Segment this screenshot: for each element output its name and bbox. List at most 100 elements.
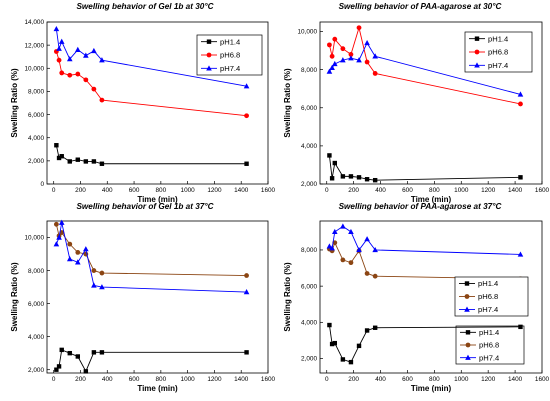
x-tick-label: 1600 bbox=[535, 376, 550, 383]
data-point bbox=[67, 159, 72, 164]
data-point bbox=[53, 241, 60, 247]
data-point bbox=[332, 228, 338, 235]
y-tick-label: 12,000 bbox=[24, 42, 44, 49]
legend-marker bbox=[465, 342, 471, 348]
x-tick-label: 200 bbox=[75, 187, 86, 194]
data-point bbox=[75, 249, 81, 255]
data-point bbox=[91, 159, 97, 164]
y-tick-label: 14,000 bbox=[24, 19, 44, 26]
data-point bbox=[58, 219, 65, 225]
data-point bbox=[364, 328, 370, 333]
x-tick-label: 600 bbox=[402, 187, 413, 194]
y-tick-label: 6,000 bbox=[28, 301, 44, 308]
x-tick-label: 1200 bbox=[481, 187, 496, 194]
x-axis-title: Time (min) bbox=[411, 384, 452, 393]
data-point bbox=[364, 59, 370, 65]
data-point bbox=[348, 52, 354, 57]
data-point bbox=[56, 364, 62, 369]
y-tick-label: 10,000 bbox=[24, 65, 44, 72]
data-point bbox=[372, 246, 378, 253]
x-tick-label: 1200 bbox=[207, 187, 222, 194]
data-point bbox=[329, 53, 335, 59]
legend-label: pH7.4 bbox=[478, 305, 498, 314]
x-tick-label: 1200 bbox=[481, 376, 496, 383]
x-tick-label: 400 bbox=[375, 187, 386, 194]
chart-legend: pH1.4 pH6.8 pH7.4 bbox=[455, 325, 525, 365]
data-point bbox=[356, 25, 362, 31]
y-tick-label: 4,000 bbox=[28, 135, 44, 142]
legend-marker bbox=[464, 294, 470, 299]
data-point bbox=[332, 160, 337, 166]
y-tick-label: 10,000 bbox=[24, 235, 44, 242]
data-point bbox=[348, 359, 354, 365]
series-ph1-4 bbox=[54, 143, 249, 166]
data-point bbox=[67, 241, 73, 247]
x-tick-label: 200 bbox=[75, 376, 86, 383]
x-tick-label: 600 bbox=[129, 376, 140, 383]
x-tick-label: 1600 bbox=[535, 187, 550, 194]
data-point bbox=[83, 159, 89, 164]
data-point bbox=[329, 341, 335, 347]
legend-label: pH1.4 bbox=[488, 34, 508, 43]
x-tick-label: 800 bbox=[156, 376, 167, 383]
y-tick-label: 2,000 bbox=[301, 356, 317, 363]
data-point bbox=[99, 350, 105, 355]
legend-label: pH6.8 bbox=[479, 341, 499, 350]
series-ph6-8 bbox=[327, 25, 523, 107]
data-point bbox=[53, 221, 59, 227]
x-axis-title: Time (min) bbox=[411, 195, 452, 204]
data-point bbox=[59, 347, 64, 353]
data-point bbox=[75, 46, 81, 52]
data-point bbox=[326, 68, 333, 74]
y-tick-label: 8,000 bbox=[28, 89, 44, 96]
data-point bbox=[329, 64, 335, 70]
data-point bbox=[518, 324, 523, 330]
x-tick-label: 600 bbox=[402, 376, 413, 383]
data-point bbox=[91, 47, 97, 54]
x-tick-label: 0 bbox=[52, 187, 56, 194]
data-point bbox=[91, 86, 97, 92]
data-point bbox=[332, 36, 338, 42]
series-ph1-4 bbox=[327, 322, 523, 365]
series-ph6-8 bbox=[327, 240, 523, 282]
data-point bbox=[75, 259, 81, 265]
data-point bbox=[99, 270, 105, 276]
data-point bbox=[244, 273, 249, 278]
data-point bbox=[99, 57, 105, 63]
chart-title: Swelling behavior of Gel 1b at 37°C bbox=[76, 202, 214, 211]
legend-marker bbox=[474, 49, 480, 55]
data-point bbox=[327, 42, 332, 48]
plot-frame bbox=[319, 220, 543, 374]
x-tick-label: 1600 bbox=[261, 376, 276, 383]
data-point bbox=[327, 153, 332, 158]
legend-label: pH6.8 bbox=[220, 51, 240, 60]
data-point bbox=[56, 155, 62, 161]
x-tick-label: 800 bbox=[429, 187, 440, 194]
data-point bbox=[91, 350, 97, 355]
plot-frame bbox=[319, 21, 543, 185]
data-point bbox=[364, 39, 370, 46]
x-tick-label: 400 bbox=[102, 187, 113, 194]
x-tick-label: 800 bbox=[156, 187, 167, 194]
y-tick-label: 4,000 bbox=[301, 320, 317, 327]
legend-marker bbox=[206, 39, 212, 44]
series-line bbox=[56, 349, 247, 373]
legend-marker bbox=[465, 330, 471, 335]
y-tick-label: 2,000 bbox=[28, 367, 44, 374]
data-point bbox=[364, 177, 370, 182]
data-point bbox=[244, 350, 249, 355]
y-tick-label: 8,000 bbox=[28, 268, 44, 275]
y-axis-title: Swelling Ratio (%) bbox=[283, 68, 292, 138]
data-point bbox=[372, 177, 378, 183]
legend-marker bbox=[206, 65, 212, 71]
y-tick-label: 8,000 bbox=[301, 247, 317, 254]
legend-marker bbox=[206, 52, 212, 58]
x-tick-label: 1600 bbox=[261, 187, 276, 194]
data-point bbox=[517, 91, 524, 97]
data-point bbox=[332, 60, 338, 67]
data-point bbox=[326, 243, 333, 249]
chart-panel-2: Swelling behavior of PAA-agarose at 30°C… bbox=[283, 2, 550, 204]
x-tick-label: 600 bbox=[129, 187, 140, 194]
x-tick-label: 0 bbox=[325, 376, 329, 383]
data-point bbox=[66, 256, 73, 262]
